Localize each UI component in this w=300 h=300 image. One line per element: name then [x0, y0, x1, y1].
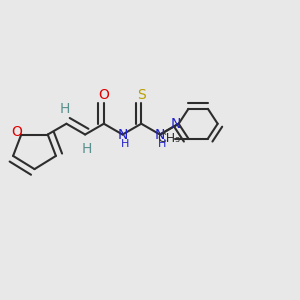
Text: S: S: [137, 88, 146, 102]
Text: H: H: [121, 139, 129, 148]
Text: N: N: [117, 128, 128, 142]
Text: H: H: [60, 102, 70, 116]
Text: H: H: [81, 142, 92, 156]
Text: N: N: [170, 117, 181, 131]
Text: H: H: [158, 139, 166, 148]
Text: CH₃: CH₃: [158, 132, 181, 145]
Text: O: O: [98, 88, 109, 102]
Text: O: O: [11, 124, 22, 139]
Text: N: N: [155, 128, 165, 142]
